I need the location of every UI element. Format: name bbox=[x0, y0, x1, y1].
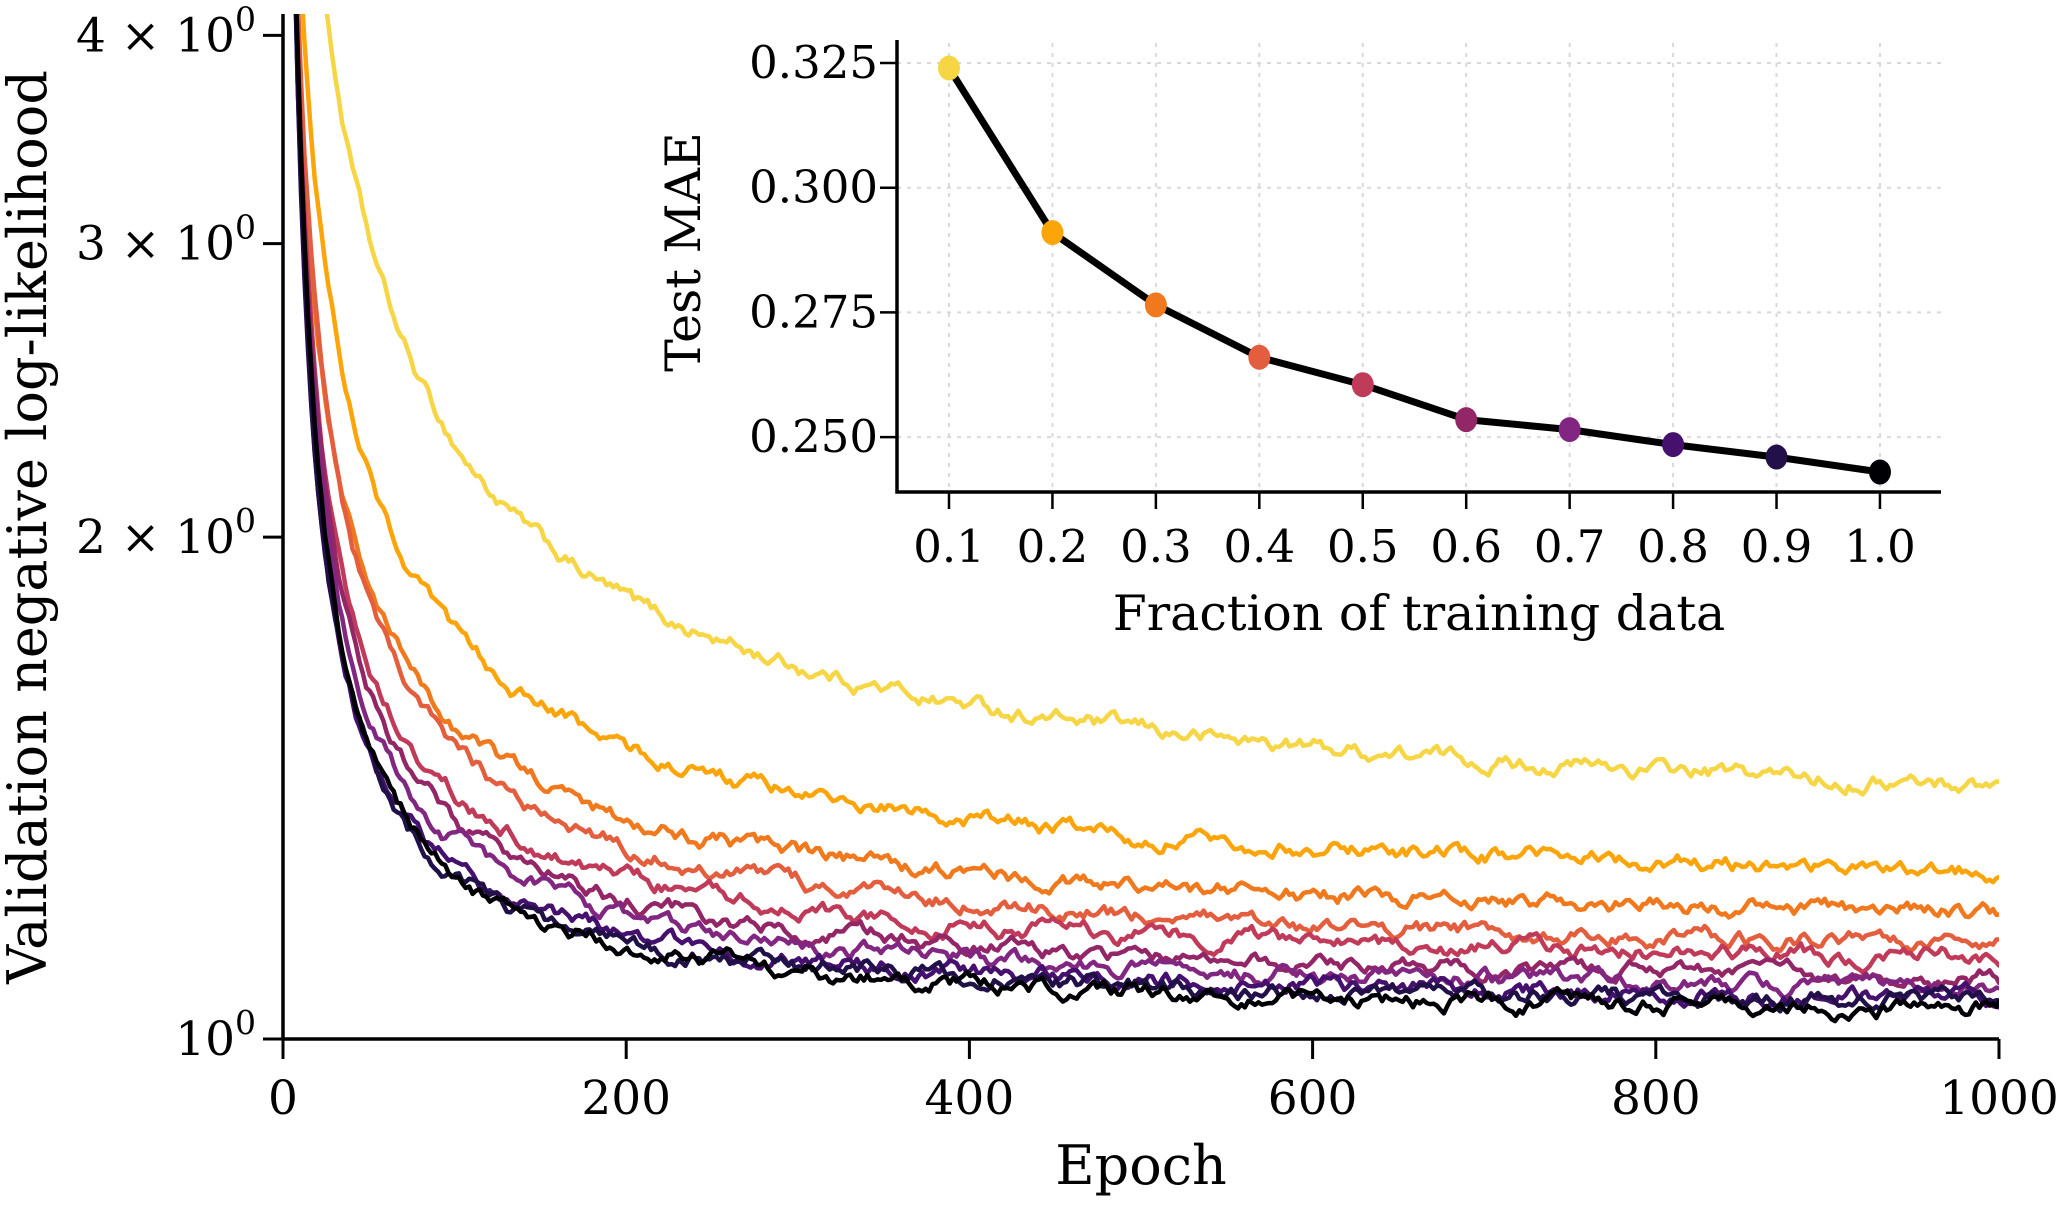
inset-mae-point-0.4 bbox=[1248, 344, 1271, 370]
inset-mae-point-0.8 bbox=[1662, 432, 1685, 458]
inset-y-tick-label: 0.300 bbox=[749, 161, 878, 214]
inset-x-tick-label: 0.8 bbox=[1637, 520, 1709, 573]
inset-x-tick-label: 0.9 bbox=[1741, 520, 1813, 573]
main-y-tick-label: 100 bbox=[175, 1003, 256, 1067]
inset-y-axis-label: Test MAE bbox=[655, 132, 712, 372]
loss-curve-fraction-0.2 bbox=[300, 14, 1999, 885]
loss-curve-fraction-0.4 bbox=[296, 14, 1999, 954]
inset-y-tick-label: 0.250 bbox=[749, 410, 878, 463]
loss-curve-fraction-1.0 bbox=[294, 14, 1999, 1024]
main-x-tick-label: 800 bbox=[1611, 1071, 1701, 1126]
inset-mae-point-0.7 bbox=[1558, 417, 1581, 443]
inset-mae-point-0.6 bbox=[1455, 407, 1478, 433]
loss-curves-group bbox=[293, 14, 1999, 1024]
main-x-tick-label: 0 bbox=[268, 1071, 298, 1126]
inset-y-tick-label: 0.325 bbox=[749, 36, 878, 89]
loss-curve-fraction-0.5 bbox=[294, 14, 1999, 975]
inset-x-tick-label: 0.4 bbox=[1224, 520, 1296, 573]
main-x-tick-label: 400 bbox=[925, 1071, 1015, 1126]
main-plot: 0 200 400 600 800 1000 100 2 × 100 3 × 100 4 × 10… bbox=[76, 0, 2059, 1126]
inset-axes-spines bbox=[895, 40, 1941, 494]
main-y-tick-label: 2 × 100 bbox=[76, 501, 256, 565]
inset-grid bbox=[897, 43, 1941, 492]
inset-x-tick-label: 1.0 bbox=[1844, 520, 1916, 573]
inset-x-tick-label: 0.2 bbox=[1017, 520, 1089, 573]
inset-plot: 0.1 0.2 0.3 0.4 0.5 0.6 0.7 0.8 0.9 1.0 0.250 0.275… bbox=[749, 36, 1941, 573]
main-y-tick-label: 3 × 100 bbox=[76, 208, 256, 272]
loss-curve-fraction-0.3 bbox=[295, 14, 1999, 920]
inset-x-tick-label: 0.6 bbox=[1430, 520, 1502, 573]
main-x-tick-label: 200 bbox=[581, 1071, 671, 1126]
loss-curve-fraction-0.1 bbox=[324, 14, 1999, 797]
inset-mae-point-0.2 bbox=[1041, 220, 1064, 246]
loss-curve-fraction-0.6 bbox=[294, 14, 1999, 991]
inset-x-tick-label: 0.5 bbox=[1327, 520, 1399, 573]
loss-curve-fraction-0.9 bbox=[293, 14, 1999, 1014]
inset-x-axis-label: Fraction of training data bbox=[1113, 585, 1726, 642]
main-x-tick-label: 1000 bbox=[1939, 1071, 2059, 1126]
inset-y-tick-label: 0.275 bbox=[749, 285, 878, 338]
inset-mae-line bbox=[945, 64, 1884, 476]
main-x-axis-label: Epoch bbox=[1055, 1134, 1227, 1197]
inset-x-tick-label: 0.1 bbox=[913, 520, 985, 573]
loss-curve-fraction-0.7 bbox=[293, 14, 1999, 1001]
inset-mae-point-0.1 bbox=[938, 55, 960, 81]
main-y-tick-label: 4 × 100 bbox=[76, 0, 256, 63]
inset-x-tick-label: 0.7 bbox=[1534, 520, 1606, 573]
inset-mae-point-0.3 bbox=[1144, 292, 1167, 318]
inset-x-tick-label: 0.3 bbox=[1120, 520, 1192, 573]
main-x-tick-label: 600 bbox=[1268, 1071, 1358, 1126]
inset-mae-point-0.5 bbox=[1351, 372, 1374, 398]
inset-mae-point-1.0 bbox=[1868, 459, 1891, 485]
inset-mae-point-0.9 bbox=[1765, 444, 1788, 470]
main-y-axis-label: Validation negative log-likelihood bbox=[0, 70, 59, 985]
